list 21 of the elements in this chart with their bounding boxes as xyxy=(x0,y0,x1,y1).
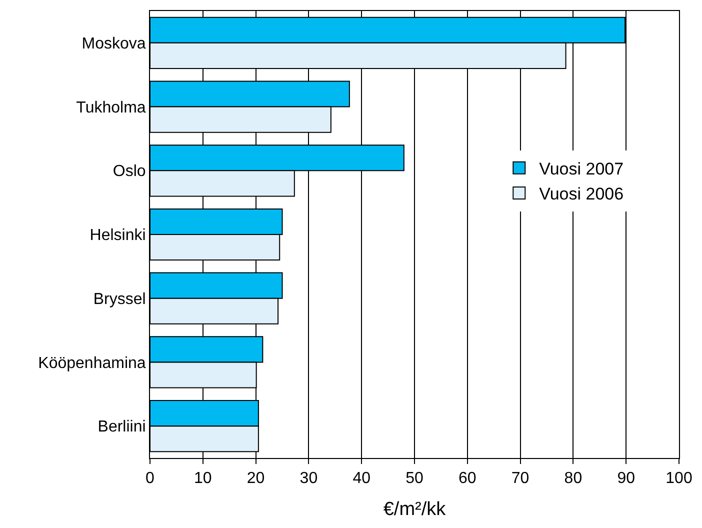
x-tick-label: 40 xyxy=(352,470,371,488)
x-axis-title: €/m²/kk xyxy=(383,499,446,520)
y-tick-label: Berliini xyxy=(98,418,146,436)
x-tick-label: 70 xyxy=(511,470,530,488)
y-tick-label: Kööpenhamina xyxy=(38,354,146,372)
y-tick-label: Oslo xyxy=(112,163,146,180)
x-tick-label: 100 xyxy=(666,470,692,488)
x-tick-label: 90 xyxy=(617,470,636,488)
y-tick-label: Helsinki xyxy=(90,227,146,244)
x-tick-label: 10 xyxy=(194,470,212,488)
x-tick-label: 30 xyxy=(300,470,318,488)
x-tick-label: 50 xyxy=(406,470,424,488)
x-tick-label: 20 xyxy=(246,470,265,488)
x-tick-label: 0 xyxy=(146,470,155,488)
y-tick-label: Bryssel xyxy=(93,290,146,308)
legend-label: Vuosi 2006 xyxy=(539,184,624,204)
y-tick-label: Tukholma xyxy=(76,99,146,116)
x-tick-label: 60 xyxy=(458,470,476,488)
y-tick-label: Moskova xyxy=(82,36,146,53)
x-tick-label: 80 xyxy=(564,470,582,488)
legend-label: Vuosi 2007 xyxy=(539,160,624,179)
